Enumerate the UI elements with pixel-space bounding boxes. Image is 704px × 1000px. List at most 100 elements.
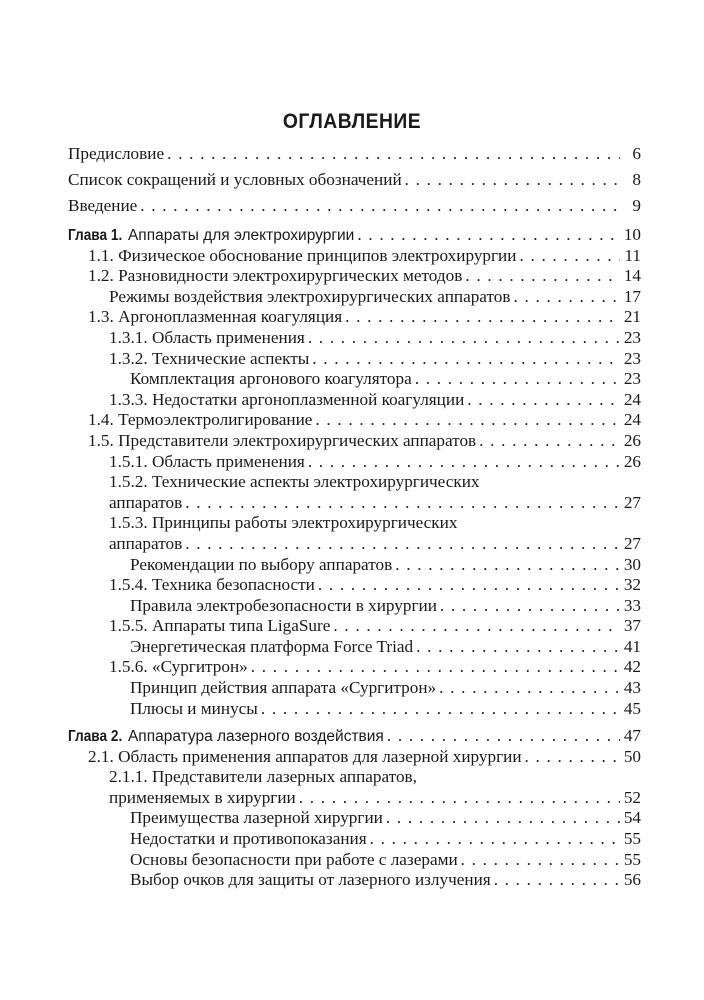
entry-title: 2.1. Область применения аппаратов для ла… xyxy=(88,746,522,766)
toc-entry[interactable]: применяемых в хирургии 52 xyxy=(68,788,641,809)
page-number: 54 xyxy=(623,808,641,828)
entry-title: Правила электробезопасности в хирургии xyxy=(130,595,437,615)
page-number: 26 xyxy=(623,430,641,450)
entry-title: 1.4. Термоэлектролигирование xyxy=(88,410,313,430)
entry-title-continued: аппаратов xyxy=(109,533,183,553)
page-number: 27 xyxy=(623,492,641,512)
entry-title: Выбор очков для защиты от лазерного излу… xyxy=(130,870,491,890)
page-number: 17 xyxy=(623,286,641,306)
toc-entry[interactable]: Принцип действия аппарата «Сургитрон» 43 xyxy=(68,678,641,699)
dot-leader xyxy=(315,410,620,430)
dot-leader xyxy=(333,616,620,636)
toc-entry[interactable]: 1.4. Термоэлектролигирование 24 xyxy=(68,410,641,431)
dot-leader xyxy=(167,144,620,164)
toc-entry[interactable]: 1.3. Аргоноплазменная коагуляция 21 xyxy=(68,307,641,328)
toc-entry[interactable]: Выбор очков для защиты от лазерного излу… xyxy=(68,870,641,891)
entry-title: Принцип действия аппарата «Сургитрон» xyxy=(130,678,437,698)
page-number: 55 xyxy=(623,828,641,848)
toc-entry[interactable]: Комплектация аргонового коагулятора 23 xyxy=(68,369,641,390)
dot-leader xyxy=(251,657,620,677)
entry-title: Энергетическая платформа Force Triad xyxy=(130,636,414,656)
toc-entry-line[interactable]: 2.1.1. Представители лазерных аппаратов, xyxy=(68,767,641,788)
page-number: 24 xyxy=(623,410,641,430)
entry-title: Предисловие xyxy=(68,144,165,163)
toc-chapter-2: Глава 2. Аппаратура лазерного воздействи… xyxy=(68,726,641,891)
dot-leader xyxy=(387,726,620,746)
toc-entry-line[interactable]: 1.5.2. Технические аспекты электрохирург… xyxy=(68,472,641,493)
toc-entry[interactable]: Предисловие 6 xyxy=(68,144,641,170)
toc-entry[interactable]: аппаратов 27 xyxy=(68,534,641,555)
toc-entry[interactable]: 1.2. Разновидности электрохирургических … xyxy=(68,266,641,287)
toc-entry[interactable]: Режимы воздействия электрохирургических … xyxy=(68,287,641,308)
entry-title: Рекомендации по выбору аппаратов xyxy=(130,554,393,574)
entry-title: Введение xyxy=(68,196,138,215)
toc-entry[interactable]: 1.5. Представители электрохирургических … xyxy=(68,431,641,452)
chapter-heading[interactable]: Глава 2. Аппаратура лазерного воздействи… xyxy=(68,726,641,747)
toc-entry[interactable]: 2.1. Область применения аппаратов для ла… xyxy=(68,747,641,768)
page-number: 42 xyxy=(623,657,641,677)
toc-entry[interactable]: Основы безопасности при работе с лазерам… xyxy=(68,850,641,871)
page-number: 45 xyxy=(623,698,641,718)
entry-title: 1.5.3. Принципы работы электрохирургичес… xyxy=(109,513,458,533)
page-number: 37 xyxy=(623,616,641,636)
toc-entry[interactable]: Недостатки и противопоказания 55 xyxy=(68,829,641,850)
entry-title: 1.5. Представители электрохирургических … xyxy=(88,430,477,450)
page-number: 24 xyxy=(623,389,641,409)
dot-leader xyxy=(140,196,620,216)
page-number: 6 xyxy=(632,144,641,163)
dot-leader xyxy=(308,452,620,472)
toc-entry[interactable]: аппаратов 27 xyxy=(68,493,641,514)
toc-entry[interactable]: 1.5.4. Техника безопасности 32 xyxy=(68,575,641,596)
toc-entry[interactable]: 1.5.6. «Сургитрон» 42 xyxy=(68,657,641,678)
entry-title: 1.5.2. Технические аспекты электрохирург… xyxy=(109,472,480,492)
page-number: 26 xyxy=(623,451,641,471)
entry-title: Недостатки и противопоказания xyxy=(130,828,367,848)
page-number: 21 xyxy=(623,307,641,327)
dot-leader xyxy=(318,575,620,595)
dot-leader xyxy=(479,431,620,451)
toc-entry[interactable]: 1.1. Физическое обоснование принципов эл… xyxy=(68,246,641,267)
toc-entry[interactable]: Правила электробезопасности в хирургии 33 xyxy=(68,596,641,617)
entry-title: 1.5.6. «Сургитрон» xyxy=(109,657,248,677)
page-number: 41 xyxy=(623,636,641,656)
page-number: 56 xyxy=(623,870,641,890)
dot-leader xyxy=(416,637,620,657)
page-number: 50 xyxy=(623,746,641,766)
entry-title: Плюсы и минусы xyxy=(130,698,258,718)
toc-entry[interactable]: Плюсы и минусы 45 xyxy=(68,699,641,720)
toc-entry[interactable]: 1.3.2. Технические аспекты 23 xyxy=(68,349,641,370)
dot-leader xyxy=(439,678,620,698)
page-number: 11 xyxy=(624,245,641,265)
dot-leader xyxy=(345,307,620,327)
entry-title: 2.1.1. Представители лазерных аппаратов, xyxy=(109,767,417,787)
toc-entry-line[interactable]: 1.5.3. Принципы работы электрохирургичес… xyxy=(68,513,641,534)
dot-leader xyxy=(494,870,620,890)
entry-title: Основы безопасности при работе с лазерам… xyxy=(130,849,458,869)
dot-leader xyxy=(370,829,620,849)
page-number: 30 xyxy=(623,554,641,574)
entry-title: 1.3.1. Область применения xyxy=(109,327,305,347)
toc-entry[interactable]: Преимущества лазерной хирургии 54 xyxy=(68,808,641,829)
toc-entry[interactable]: Рекомендации по выбору аппаратов 30 xyxy=(68,555,641,576)
toc-entry[interactable]: Список сокращений и условных обозначений… xyxy=(68,170,641,196)
toc-entry[interactable]: 1.5.5. Аппараты типа LigaSure 37 xyxy=(68,616,641,637)
page-number: 9 xyxy=(632,196,641,215)
toc-entry[interactable]: 1.5.1. Область применения 26 xyxy=(68,452,641,473)
dot-leader xyxy=(357,225,620,245)
dot-leader xyxy=(525,747,620,767)
chapter-title: Аппаратура лазерного воздействия xyxy=(127,728,384,745)
toc-entry[interactable]: 1.3.1. Область применения 23 xyxy=(68,328,641,349)
chapter-label: Глава 1. xyxy=(68,227,123,244)
dot-leader xyxy=(405,170,620,190)
dot-leader xyxy=(308,328,620,348)
toc-entry[interactable]: Энергетическая платформа Force Triad 41 xyxy=(68,637,641,658)
entry-title: 1.2. Разновидности электрохирургических … xyxy=(88,266,463,286)
toc-entry[interactable]: 1.3.3. Недостатки аргоноплазменной коагу… xyxy=(68,390,641,411)
dot-leader xyxy=(299,788,620,808)
entry-title: 1.5.5. Аппараты типа LigaSure xyxy=(109,616,331,636)
entry-title-continued: аппаратов xyxy=(109,492,183,512)
page-number: 23 xyxy=(623,348,641,368)
dot-leader xyxy=(440,596,620,616)
chapter-heading[interactable]: Глава 1. Аппараты для электрохирургии 10 xyxy=(68,225,641,246)
toc-entry[interactable]: Введение 9 xyxy=(68,196,641,222)
